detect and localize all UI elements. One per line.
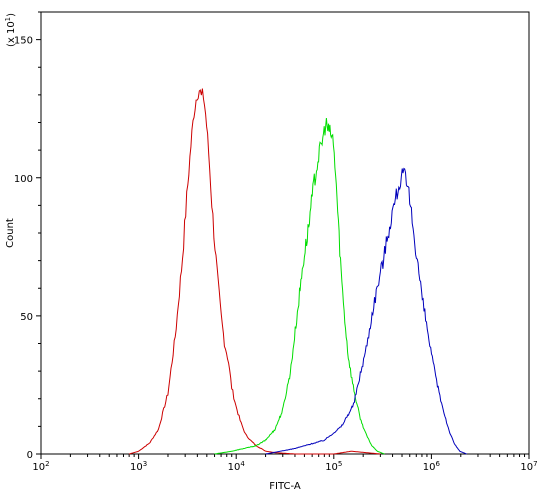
x-tick-label: 104 <box>228 460 246 473</box>
x-tick-label: 103 <box>130 460 147 473</box>
plot-frame <box>40 11 530 455</box>
y-tick-label: 50 <box>20 312 33 323</box>
series-line-2 <box>214 117 385 455</box>
series-line-1 <box>128 88 381 455</box>
x-tick-label: 102 <box>32 460 49 473</box>
axis-ticks: 102 103 104 105 106 107 0 50 100 150 <box>14 11 538 473</box>
series-lines <box>128 88 467 455</box>
y-tick-label: 150 <box>14 36 33 47</box>
x-axis-title: FITC-A <box>269 481 301 492</box>
x-tick-label: 106 <box>423 460 441 473</box>
y-tick-label: 100 <box>14 174 33 185</box>
x-tick-label: 107 <box>520 460 537 473</box>
y-axis-multiplier: (x 101) <box>4 13 17 47</box>
series-line-3 <box>265 167 467 455</box>
y-axis-title: Count <box>5 218 16 248</box>
x-tick-label: 105 <box>325 460 342 473</box>
y-tick-label: 0 <box>27 450 33 461</box>
